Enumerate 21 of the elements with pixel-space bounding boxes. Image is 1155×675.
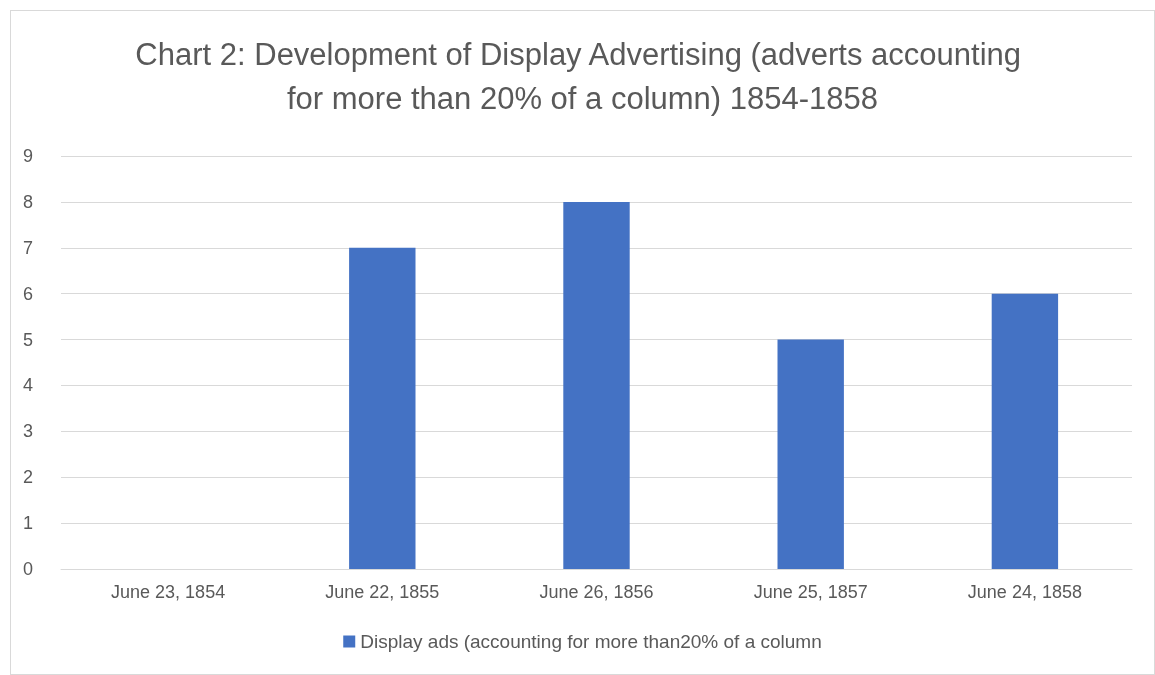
x-tick-label: June 25, 1857 [753, 582, 868, 602]
bar [349, 247, 416, 569]
chart-title: Chart 2: Development of Display Advertising (adverts accounting for more than 20% of a column) 1854-1858 [135, 36, 1030, 116]
y-tick-label: 9 [22, 146, 33, 166]
bar [777, 339, 844, 569]
y-tick-label: 1 [22, 513, 33, 534]
x-tick-label: June 22, 1855 [325, 582, 440, 602]
x-tick-label: June 23, 1854 [111, 582, 226, 602]
y-tick-label: 2 [22, 467, 33, 488]
y-tick-label: 5 [22, 329, 33, 350]
y-tick-label: 3 [22, 421, 33, 442]
y-tick-label: 6 [22, 283, 33, 304]
legend-label: Display ads (accounting for more than20% of a column [360, 631, 822, 652]
x-tick-label: June 24, 1858 [967, 582, 1082, 602]
y-tick-label: 4 [22, 375, 33, 396]
bar [991, 293, 1059, 569]
y-tick-label: 7 [22, 237, 33, 258]
x-tick-label: June 26, 1856 [539, 582, 654, 602]
y-tick-label: 8 [22, 191, 33, 212]
bar [563, 201, 630, 569]
y-tick-label: 0 [22, 559, 33, 579]
